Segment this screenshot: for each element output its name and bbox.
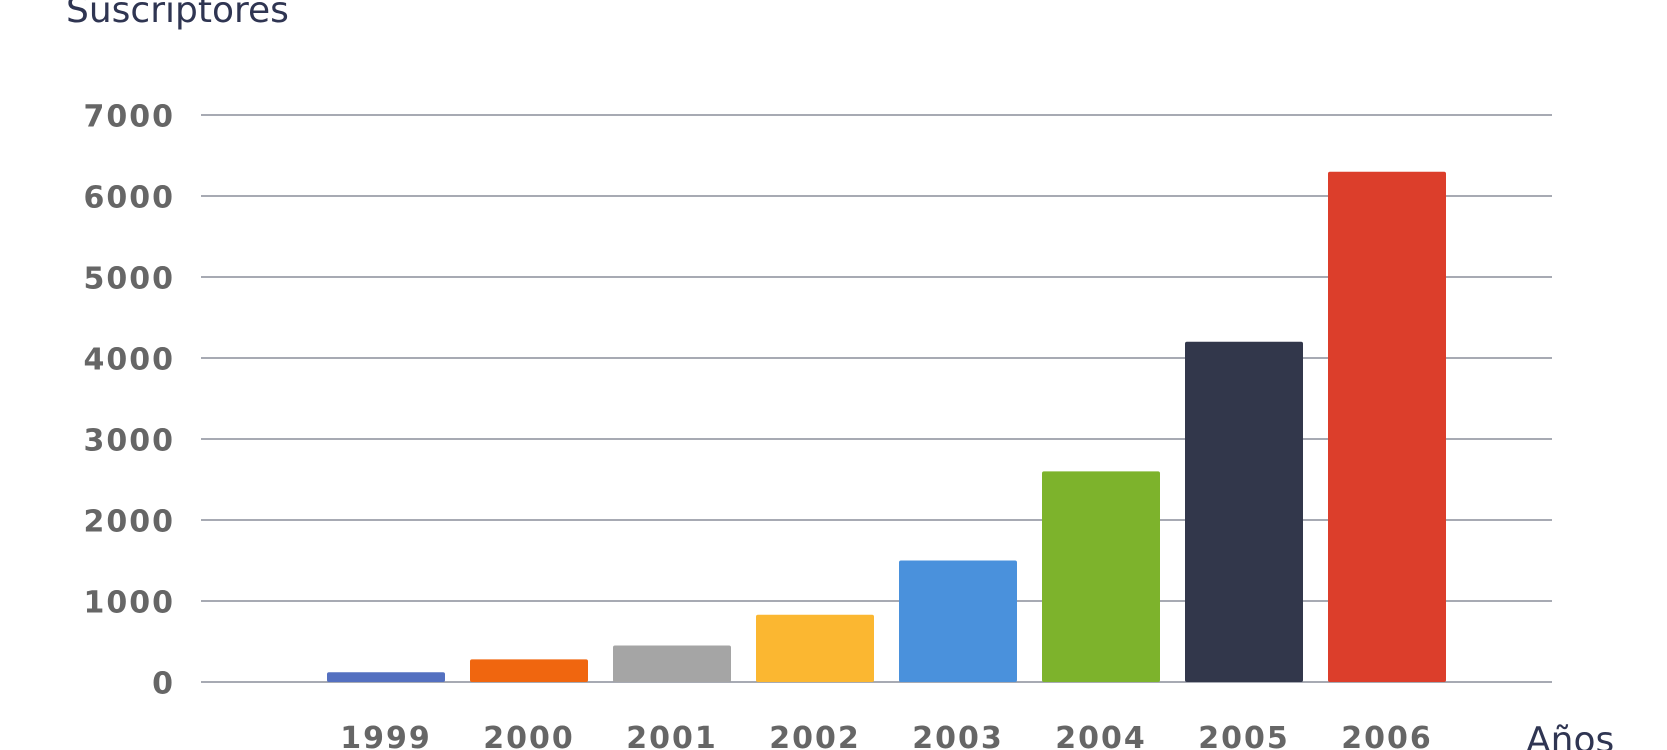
bar [1185,341,1303,682]
x-tick-label: 2002 [769,721,861,750]
bar [470,659,588,682]
y-tick-label: 7000 [84,100,176,135]
bar [1328,171,1446,682]
y-tick-label: 3000 [84,424,176,459]
bar [613,645,731,682]
x-tick-label: 2004 [1055,721,1147,750]
x-tick-label: 2003 [912,721,1004,750]
y-tick-label: 0 [152,667,175,702]
y-tick-label: 6000 [84,181,176,216]
chart-title: Suscriptores [66,0,289,31]
y-tick-label: 4000 [84,343,176,378]
x-tick-label: 1999 [340,721,432,750]
bar [899,560,1017,682]
x-tick-label: 2005 [1198,721,1290,750]
y-tick-label: 1000 [84,586,176,621]
x-tick-label: 2006 [1341,721,1433,750]
y-tick-label: 2000 [84,505,176,540]
y-tick-label: 5000 [84,262,176,297]
x-tick-label: 2000 [483,721,575,750]
bar [327,672,445,682]
x-axis-label: Años [1526,720,1614,750]
bar [756,614,874,682]
bar [1042,471,1160,682]
x-tick-label: 2001 [626,721,718,750]
